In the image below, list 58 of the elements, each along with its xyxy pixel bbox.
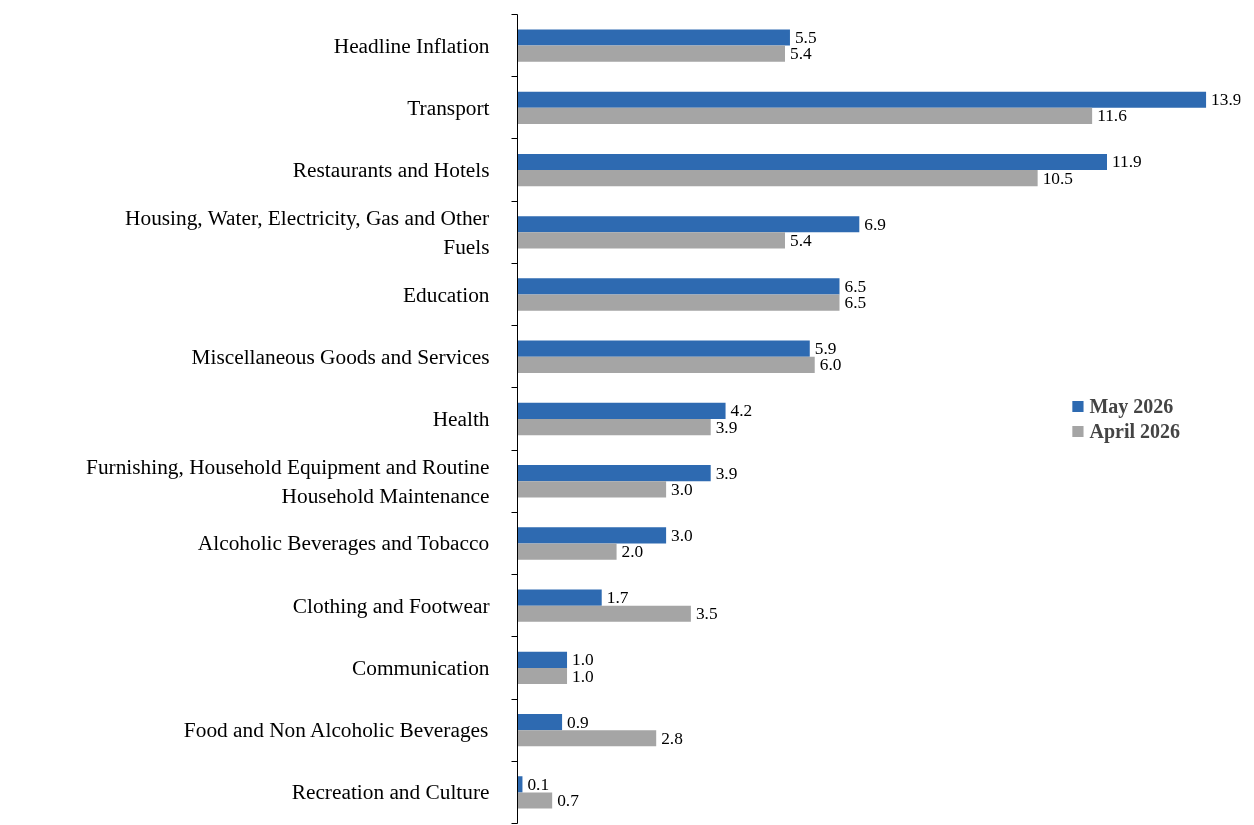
bar	[517, 651, 568, 668]
y-tick-label: Health	[432, 407, 490, 431]
data-label: 6.5	[844, 293, 867, 313]
bar	[517, 402, 726, 419]
data-label: 11.6	[1097, 106, 1128, 126]
data-label: 11.9	[1112, 152, 1142, 172]
y-tick-label: Clothing and Footwear	[292, 593, 490, 618]
bar	[517, 605, 691, 622]
y-tick-label: Alcoholic Beverages and Tobacco	[197, 531, 490, 556]
data-label: 0.1	[527, 774, 550, 794]
legend-label: May 2026	[1089, 394, 1174, 418]
bar	[517, 589, 602, 606]
data-label: 0.7	[557, 790, 580, 810]
data-label: 2.8	[661, 728, 683, 748]
y-tick-label: Furnishing, Household Equipment and Routine Household Maintenance	[86, 454, 490, 508]
bar	[517, 730, 657, 747]
y-tick-label: Communication	[352, 655, 490, 680]
y-tick-label: Restaurants and Hotels	[292, 158, 490, 183]
data-label: 13.9	[1211, 90, 1242, 110]
bar	[517, 91, 1207, 108]
data-label: 3.0	[671, 525, 693, 545]
bar	[517, 278, 840, 295]
data-label: 10.5	[1042, 168, 1073, 188]
data-label: 3.9	[715, 463, 738, 483]
y-tick-label: Transport	[407, 95, 490, 120]
bar	[517, 543, 617, 560]
bar	[517, 356, 815, 373]
y-tick-label: Headline Inflation	[333, 33, 490, 58]
bar	[517, 153, 1107, 171]
bar	[517, 45, 785, 62]
y-tick-label: Education	[403, 282, 490, 307]
y-tick-label: Miscellaneous Goods and Services	[191, 344, 490, 369]
data-label: 3.5	[695, 604, 718, 624]
bar	[517, 465, 711, 482]
bar	[517, 340, 810, 357]
bar	[517, 792, 553, 809]
data-label: 5.4	[790, 230, 812, 250]
bar	[517, 29, 790, 46]
bar	[517, 667, 568, 685]
data-label: 3.0	[671, 479, 693, 499]
bar	[517, 232, 785, 249]
bar	[517, 419, 711, 436]
bar	[517, 170, 1038, 187]
legend-label: April 2026	[1089, 419, 1180, 443]
y-tick-label: Housing, Water, Electricity, Gas and Other Fuels	[125, 205, 490, 259]
bar	[517, 294, 840, 311]
bar	[517, 107, 1093, 125]
data-label: 2.0	[621, 542, 644, 562]
data-label: 0.9	[567, 712, 589, 732]
data-label: 1.7	[606, 588, 629, 608]
y-tick-label: Food and Non Alcoholic Beverages	[183, 718, 489, 743]
data-label: 6.9	[864, 214, 886, 234]
y-tick-label: Recreation and Culture	[291, 780, 490, 805]
bar	[517, 527, 667, 544]
bar	[517, 216, 860, 233]
bar	[517, 481, 667, 498]
data-label: 6.5	[844, 276, 867, 296]
bar	[517, 713, 563, 731]
